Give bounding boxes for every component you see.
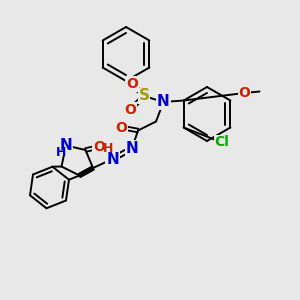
Text: O: O: [126, 77, 138, 91]
Text: O: O: [116, 121, 128, 134]
Text: O: O: [93, 140, 105, 154]
Text: S: S: [139, 88, 149, 104]
Text: O: O: [124, 103, 136, 116]
Text: N: N: [157, 94, 170, 110]
Text: O: O: [238, 86, 250, 100]
Text: Cl: Cl: [214, 136, 230, 149]
Text: N: N: [60, 138, 72, 153]
Text: H: H: [56, 146, 67, 160]
Text: N: N: [106, 152, 119, 166]
Text: H: H: [103, 142, 113, 155]
Text: N: N: [126, 141, 138, 156]
